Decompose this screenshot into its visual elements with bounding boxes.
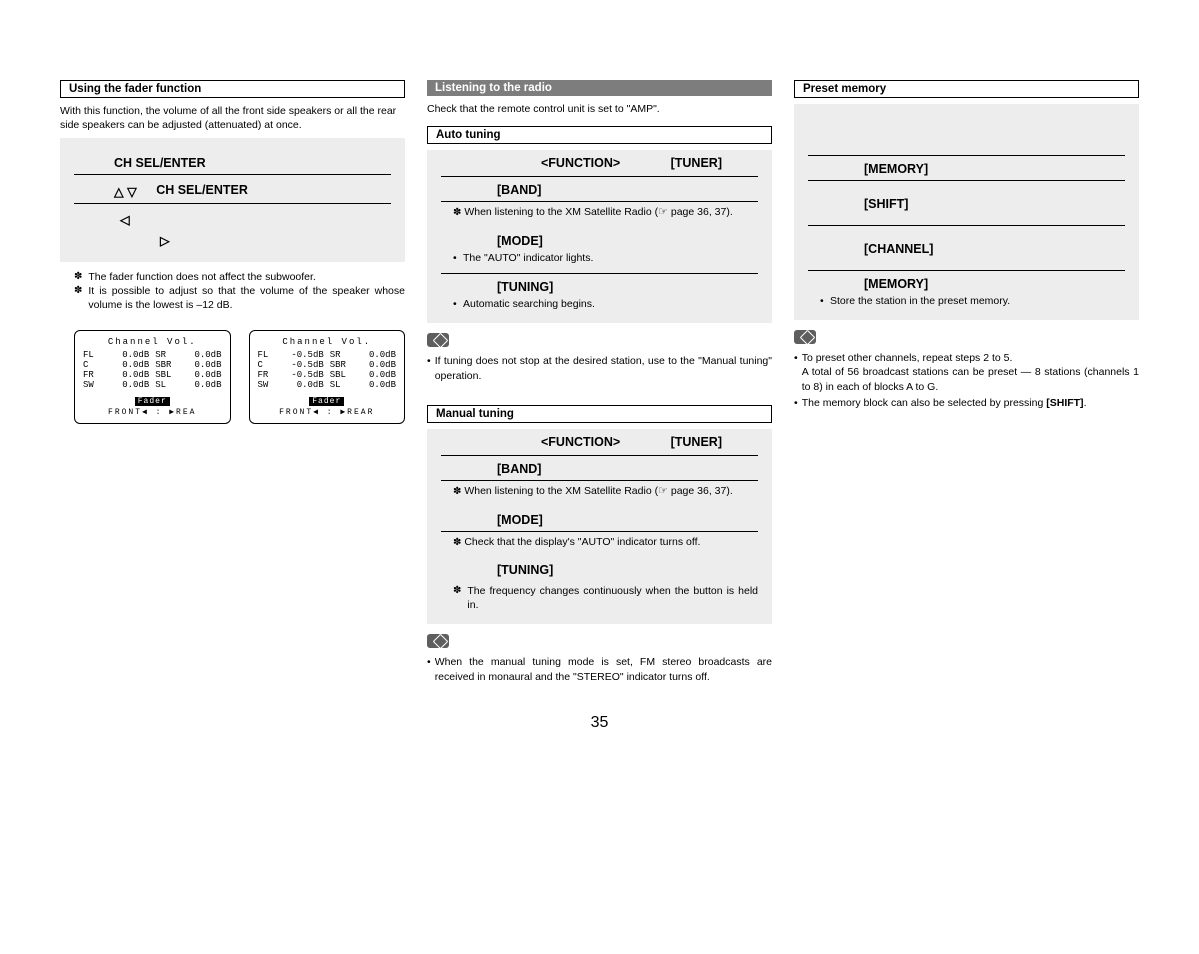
fader-step-3: ◁ ▷ [74, 204, 391, 258]
preset-step-memory-1: [MEMORY] [808, 156, 1125, 181]
auto-tuning-steps: <FUNCTION> [TUNER] [BAND] ✽ When listeni… [427, 150, 772, 323]
page-ref-icon: ☞ [658, 206, 668, 218]
preset-step-shift: [SHIFT] [808, 181, 1125, 226]
manual-function-row: <FUNCTION> [TUNER] [441, 429, 758, 456]
lcd-display-1: Channel Vol. FL0.0dBSR0.0dB C0.0dBSBR0.0… [74, 330, 231, 424]
pencil-icon [794, 330, 816, 344]
preset-tips: •To preset other channels, repeat steps … [794, 351, 1139, 410]
manual-mode-note: ✽ Check that the display's "AUTO" indica… [441, 532, 758, 558]
manual-tuning-steps: <FUNCTION> [TUNER] [BAND] ✽ When listeni… [427, 429, 772, 625]
page-ref-icon: ☞ [658, 485, 668, 497]
auto-tip: •If tuning does not stop at the desired … [427, 354, 772, 382]
auto-band: [BAND] [441, 177, 758, 202]
heading-radio: Listening to the radio [427, 80, 772, 96]
radio-intro: Check that the remote control unit is se… [427, 102, 772, 116]
auto-function-row: <FUNCTION> [TUNER] [441, 150, 758, 177]
heading-fader-label: Using the fader function [69, 83, 201, 95]
heading-fader: Using the fader function [60, 80, 405, 98]
manual-band: [BAND] [441, 456, 758, 481]
preset-step-memory-2: [MEMORY] [808, 271, 1125, 291]
manual-tuning: [TUNING] [441, 557, 758, 581]
heading-manual-tuning: Manual tuning [427, 405, 772, 423]
fader-step-2: △ ▽ CH SEL/ENTER [74, 175, 391, 203]
up-down-icon: △ ▽ [114, 184, 137, 199]
preset-step-channel: [CHANNEL] [808, 226, 1125, 271]
auto-tuning: [TUNING] [441, 274, 758, 294]
auto-band-note: ✽ When listening to the XM Satellite Rad… [441, 202, 758, 228]
heading-preset: Preset memory [794, 80, 1139, 98]
heading-auto-tuning: Auto tuning [427, 126, 772, 144]
pencil-icon [427, 634, 449, 648]
preset-step-memory-note: •Store the station in the preset memory. [808, 291, 1125, 316]
auto-tuning-note: •Automatic searching begins. [441, 294, 758, 319]
manual-tuning-note: ✽ The frequency changes continuously whe… [441, 581, 758, 620]
column-fader: Using the fader function With this funct… [60, 80, 405, 684]
column-radio: Listening to the radio Check that the re… [427, 80, 772, 684]
left-arrow-icon: ◁ [120, 212, 391, 227]
manual-band-note: ✽ When listening to the XM Satellite Rad… [441, 481, 758, 507]
preset-steps: [MEMORY] [SHIFT] [CHANNEL] [MEMORY] •Sto… [794, 104, 1139, 320]
page-number: 35 [60, 714, 1139, 732]
manual-tip: •When the manual tuning mode is set, FM … [427, 655, 772, 683]
fader-intro: With this function, the volume of all th… [60, 104, 405, 132]
asterisk-icon: ✽ [74, 270, 82, 284]
right-arrow-icon: ▷ [120, 233, 391, 248]
auto-mode: [MODE] [441, 228, 758, 248]
column-preset: Preset memory [MEMORY] [SHIFT] [CHANNEL]… [794, 80, 1139, 684]
manual-mode: [MODE] [441, 507, 758, 532]
auto-mode-note: •The "AUTO" indicator lights. [441, 248, 758, 274]
lcd-display-2: Channel Vol. FL-0.5dBSR0.0dB C-0.5dBSBR0… [249, 330, 406, 424]
fader-steps: CH SEL/ENTER △ ▽ CH SEL/ENTER ◁ ▷ [60, 138, 405, 261]
asterisk-icon: ✽ [74, 284, 82, 312]
fader-notes: ✽ The fader function does not affect the… [74, 270, 405, 313]
fader-step-1: CH SEL/ENTER [74, 148, 391, 175]
pencil-icon [427, 333, 449, 347]
